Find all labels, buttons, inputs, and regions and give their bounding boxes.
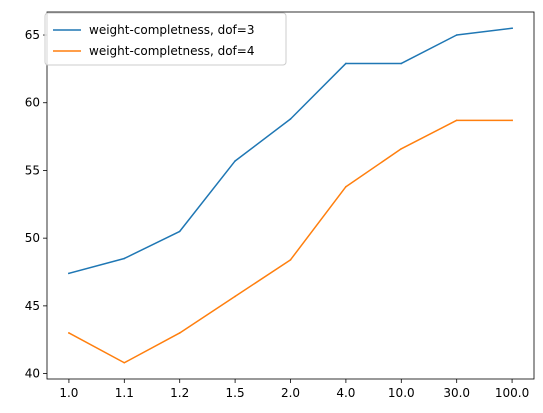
legend-label-series-0: weight-completness, dof=3 <box>89 23 254 37</box>
axes-layer: 1.0 1.1 1.2 1.5 2.0 4.0 10.0 30.0 100.0 40 45 50 55 6… <box>25 11 535 400</box>
legend-frame <box>44 12 287 66</box>
data-point-series-0-8 <box>511 27 513 30</box>
x-tick-label-8: 100.0 <box>495 386 529 400</box>
legend-label-series-1: weight-completness, dof=4 <box>89 44 254 58</box>
y-tick-label-3: 55 <box>25 163 40 177</box>
data-point-series-0-1 <box>123 257 126 260</box>
data-point-series-1-0 <box>68 332 70 334</box>
y-tick-label-1: 45 <box>25 299 40 313</box>
data-point-series-1-3 <box>234 295 236 298</box>
y-tick-label-0: 40 <box>25 367 40 381</box>
x-tick-label-0: 1.0 <box>59 386 78 400</box>
data-point-series-1-4 <box>289 259 292 261</box>
y-tick-label-2: 50 <box>25 231 40 245</box>
plot-layer <box>67 27 513 364</box>
x-tick-label-1: 1.1 <box>115 386 134 400</box>
data-point-series-1-6 <box>400 147 403 150</box>
x-tick-label-3: 1.5 <box>226 386 245 400</box>
x-tick-label-5: 4.0 <box>336 386 355 400</box>
data-point-series-1-2 <box>178 332 181 334</box>
y-tick-label-4: 60 <box>25 96 40 110</box>
x-tick-label-6: 10.0 <box>388 386 415 400</box>
x-tick-label-4: 2.0 <box>281 386 300 400</box>
data-point-series-1-1 <box>123 361 126 364</box>
data-point-series-0-4 <box>289 118 292 120</box>
data-point-series-0-7 <box>455 34 458 36</box>
x-tick-label-7: 30.0 <box>443 386 470 400</box>
data-point-series-0-2 <box>178 230 181 233</box>
legend: weight-completness, dof=3 weight-complet… <box>44 12 287 66</box>
data-point-series-1-5 <box>345 185 347 188</box>
data-point-series-0-0 <box>68 272 70 275</box>
data-point-series-0-3 <box>234 160 236 162</box>
x-tick-label-2: 1.2 <box>170 386 189 400</box>
data-point-series-1-7 <box>455 119 458 122</box>
y-tick-label-5: 65 <box>25 28 40 42</box>
data-point-series-0-5 <box>345 62 347 65</box>
data-point-series-1-8 <box>511 119 513 122</box>
data-point-series-0-6 <box>400 62 403 65</box>
